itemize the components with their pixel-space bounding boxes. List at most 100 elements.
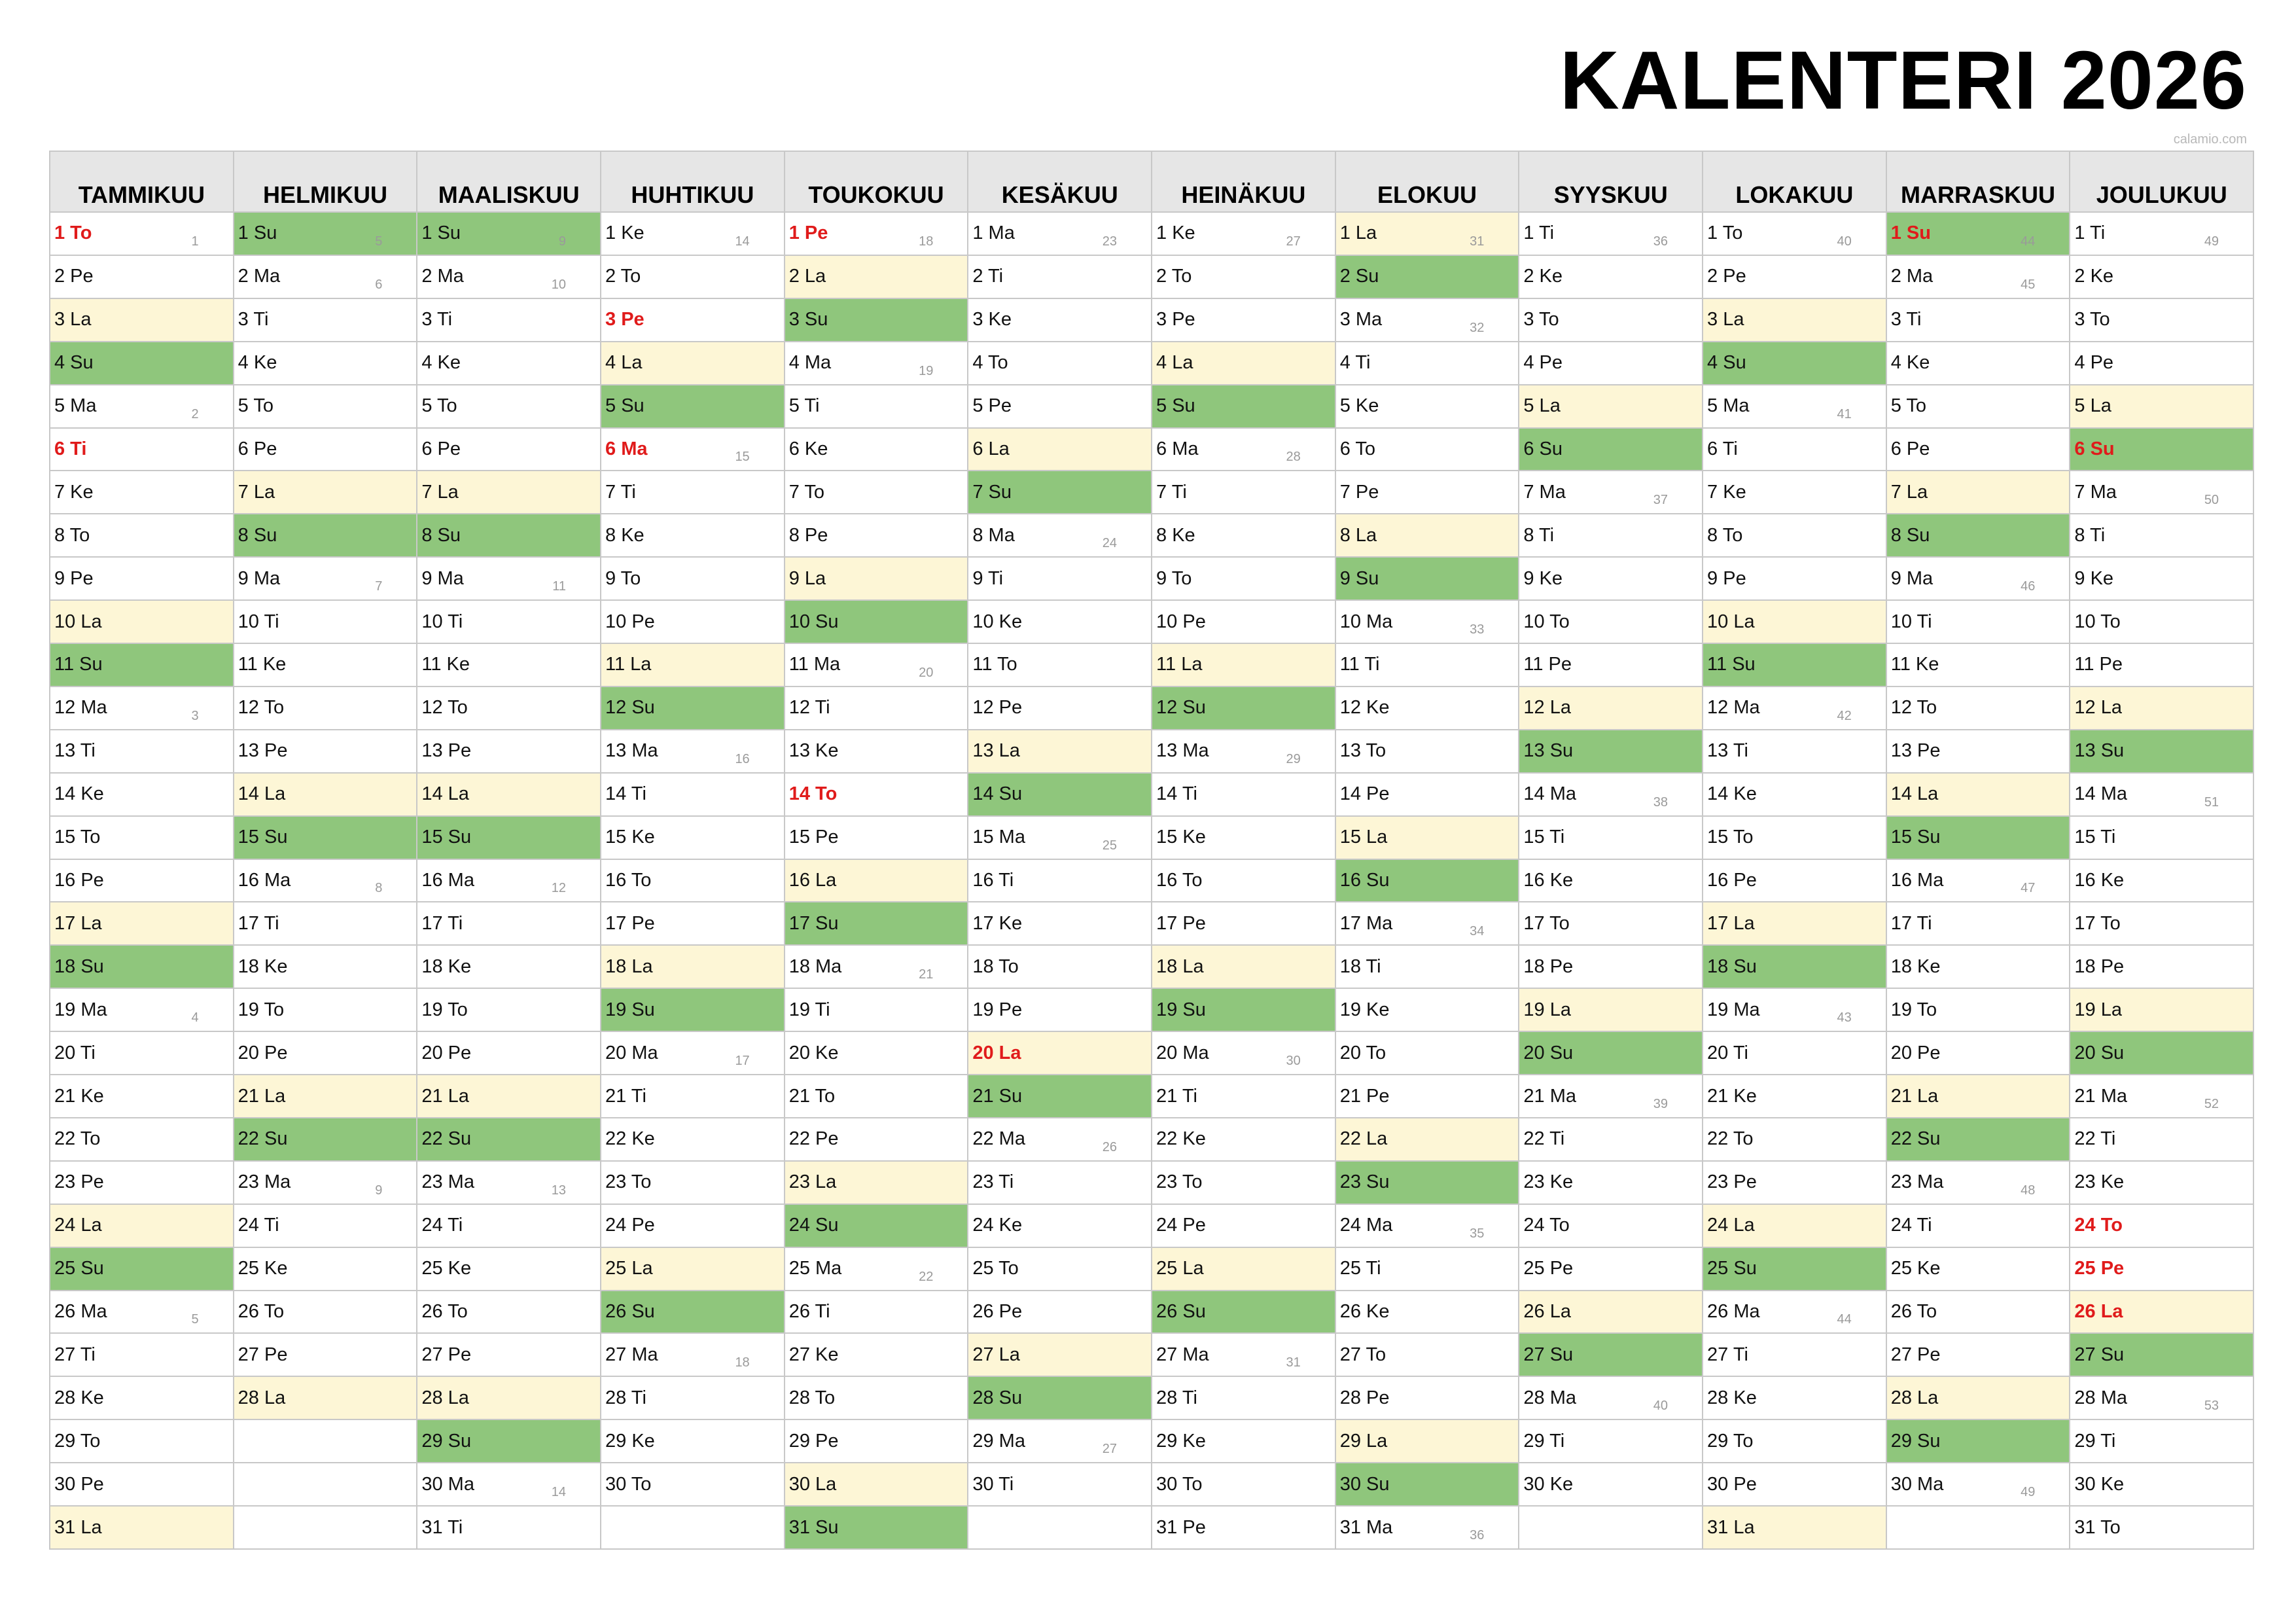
day-list: 1 Pe 18 2 La 3 Su 4 Ma 19 5 Ti 6 Ke 7 To 8 Pe 9 La… [785,213,968,1550]
day-label: 16 Ti [972,869,1014,891]
day-cell: 19 Ma 43 [1703,989,1886,1033]
day-label: 11 Ke [238,654,287,675]
day-cell: 9 Ma 7 [234,558,417,601]
day-cell: 26 La [2070,1291,2253,1334]
day-label: 22 La [1339,1128,1388,1150]
day-label: 15 La [1339,827,1388,848]
day-cell: 20 La [968,1032,1152,1076]
day-cell: 27 Ti [1703,1334,1886,1378]
day-cell: 22 Su [1886,1118,2070,1162]
day-cell: 22 Ke [601,1118,784,1162]
day-cell: 14 Ke [1703,774,1886,817]
day-label: 31 Pe [1156,1516,1206,1538]
day-label: 29 Ti [2074,1430,2116,1452]
day-label: 7 La [238,481,275,503]
day-cell: 15 Su [234,816,417,860]
day-label: 31 To [2074,1516,2121,1538]
empty-day-cell [601,1507,784,1550]
day-label: 27 Ma [605,1344,658,1365]
day-label: 14 La [421,783,469,805]
day-label: 28 La [1890,1387,1939,1408]
day-label: 27 Ti [54,1344,96,1365]
day-cell: 3 Ti [417,299,601,342]
week-number: 41 [1837,406,1852,421]
week-number: 36 [1653,234,1669,249]
day-cell: 3 To [2070,299,2253,342]
week-number: 30 [1286,1054,1301,1069]
week-number: 7 [375,579,383,594]
day-label: 19 Ti [788,999,830,1020]
day-cell: 18 To [968,946,1152,990]
day-label: 25 Su [54,1258,104,1279]
day-cell: 31 La [1703,1507,1886,1550]
day-label: 13 Su [1523,740,1574,762]
day-label: 3 To [2074,309,2110,330]
day-cell: 6 Ti [50,429,233,472]
day-label: 9 To [1156,567,1192,589]
day-cell: 9 La [785,558,968,601]
day-cell: 30 To [601,1463,784,1507]
day-label: 6 Su [1523,438,1563,459]
day-label: 14 Ti [1156,783,1197,805]
week-number: 42 [1837,708,1852,723]
day-cell: 5 To [234,385,417,429]
day-cell: 8 Pe [785,514,968,558]
day-cell: 16 Pe [1703,860,1886,903]
week-number: 49 [2204,234,2219,249]
month-header: KESÄKUU [968,151,1152,213]
day-cell: 22 Ti [2070,1118,2253,1162]
day-cell: 30 Ti [968,1463,1152,1507]
day-label: 27 Ti [1707,1344,1748,1365]
day-cell: 15 Ke [601,817,784,860]
day-cell: 10 Ma 33 [1335,601,1519,645]
day-cell: 25 La [1152,1247,1335,1291]
day-label: 22 Ti [1523,1128,1565,1150]
day-label: 13 Ma [1156,740,1209,762]
day-label: 2 To [1156,266,1192,287]
day-cell: 6 To [1335,429,1519,472]
day-cell: 5 Su [1152,385,1335,429]
day-label: 8 Ke [1156,524,1195,546]
day-cell: 27 Ma 18 [601,1334,784,1378]
day-cell: 7 Ti [601,471,784,515]
day-cell: 9 Pe [1703,558,1886,601]
day-label: 2 Pe [54,266,94,287]
day-label: 16 Ma [1890,869,1944,891]
day-cell: 24 La [1703,1204,1886,1248]
day-label: 6 Ti [54,438,87,459]
day-label: 9 To [605,567,641,589]
day-list: 1 Su 44 2 Ma 45 3 Ti 4 Ke 5 To 6 Pe 7 La 8 Su 9 Ma… [1886,213,2070,1550]
day-label: 9 Ma [421,567,464,589]
day-label: 22 Su [238,1128,288,1150]
day-cell: 1 Ti 49 [2070,213,2253,256]
day-label: 1 Ma [972,223,1015,244]
day-list: 1 Ke 14 2 To 3 Pe 4 La 5 Su 6 Ma 15 7 Ti 8 Ke 9 To… [601,213,784,1550]
day-label: 30 Ke [1523,1473,1574,1495]
day-cell: 9 Ma 46 [1886,558,2070,601]
day-label: 13 Ke [788,740,839,762]
day-cell: 20 Ma 30 [1152,1032,1335,1076]
empty-day-cell [234,1420,417,1464]
day-cell: 18 Pe [2070,946,2253,990]
day-cell: 14 Ti [1152,774,1335,817]
day-cell: 3 Ma 32 [1335,299,1519,342]
day-cell: 31 To [2070,1507,2253,1550]
day-label: 10 To [2074,611,2121,632]
day-cell: 21 Pe [1335,1075,1519,1118]
week-number: 32 [1470,320,1485,335]
day-label: 7 Ke [1707,481,1746,503]
day-label: 16 To [1156,869,1203,891]
day-cell: 25 Su [50,1247,233,1291]
day-cell: 12 Ma 42 [1703,687,1886,730]
day-cell: 17 Ke [968,902,1152,946]
day-label: 18 Ke [1890,955,1941,977]
day-label: 30 Ti [972,1473,1014,1495]
day-label: 27 Ma [1156,1344,1209,1365]
day-cell: 3 Ke [968,299,1152,342]
day-label: 7 Ma [2074,481,2117,503]
day-cell: 30 Pe [50,1463,233,1507]
day-label: 5 Ti [788,395,820,417]
day-list: 1 La 31 2 Su 3 Ma 32 4 Ti 5 Ke 6 To 7 Pe 8 La 9 Su… [1335,213,1519,1550]
day-cell: 21 La [234,1075,417,1118]
day-label: 19 To [1890,999,1937,1020]
